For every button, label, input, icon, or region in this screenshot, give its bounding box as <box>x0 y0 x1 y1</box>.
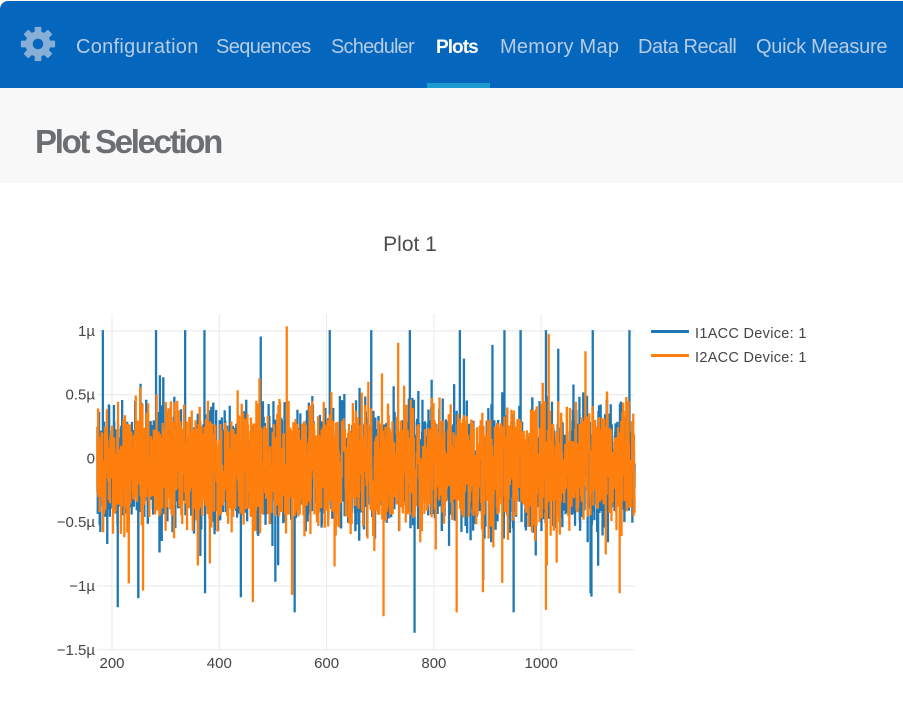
svg-text:1µ: 1µ <box>78 323 95 340</box>
svg-text:200: 200 <box>99 655 124 672</box>
svg-text:600: 600 <box>314 655 339 672</box>
svg-text:−1µ: −1µ <box>69 578 95 595</box>
svg-text:−1.5µ: −1.5µ <box>57 642 96 659</box>
svg-text:I2ACC Device: 1: I2ACC Device: 1 <box>695 350 807 366</box>
svg-text:800: 800 <box>421 655 446 672</box>
svg-text:0.5µ: 0.5µ <box>66 387 96 404</box>
svg-text:1000: 1000 <box>525 655 558 672</box>
svg-text:I1ACC Device: 1: I1ACC Device: 1 <box>695 326 807 342</box>
svg-text:Plot 1: Plot 1 <box>383 233 437 256</box>
svg-text:−0.5µ: −0.5µ <box>57 514 96 531</box>
svg-text:400: 400 <box>207 655 232 672</box>
svg-text:0: 0 <box>87 451 95 468</box>
